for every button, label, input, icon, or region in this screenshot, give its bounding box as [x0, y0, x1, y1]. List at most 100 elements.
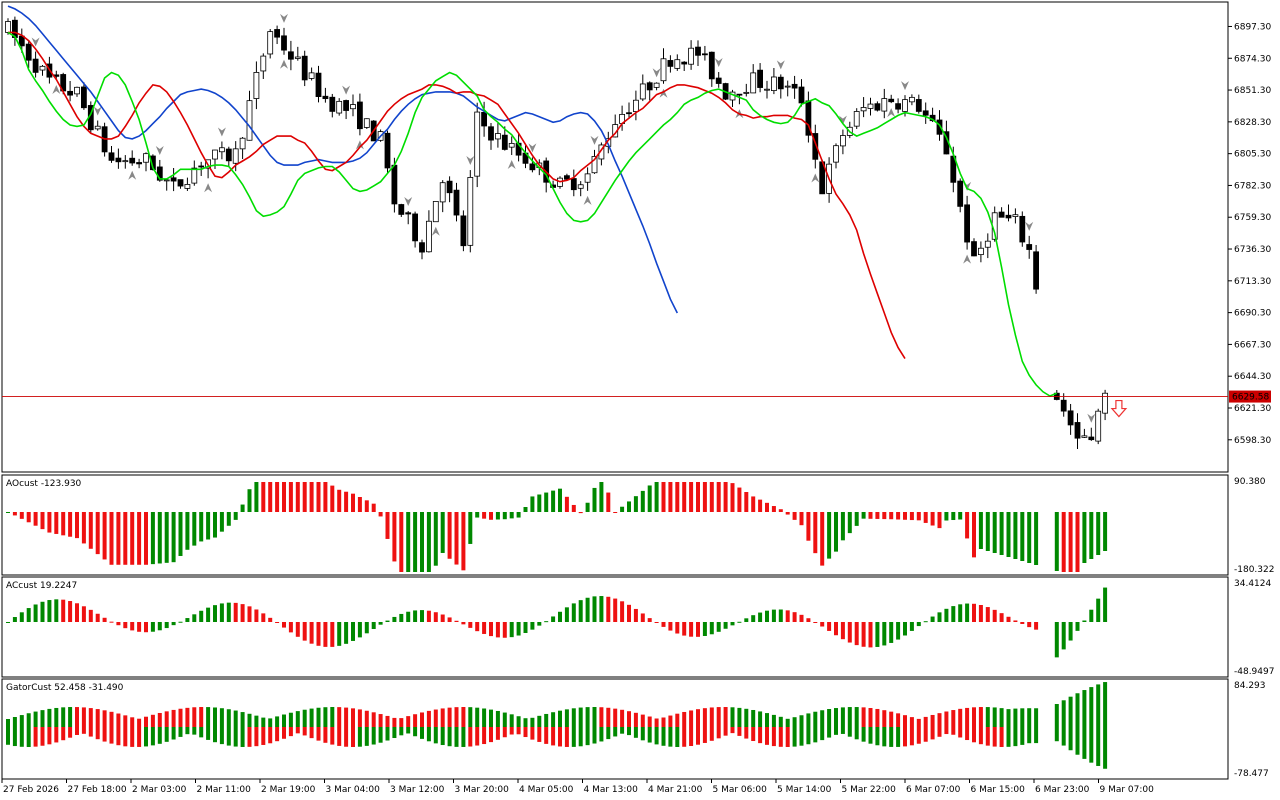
gator-upper-bar	[909, 717, 914, 727]
panel-frame-ao	[1, 474, 1229, 576]
ac-histogram-bar	[930, 616, 935, 622]
gator-lower-bar	[392, 727, 397, 739]
gator-upper-bar	[896, 713, 901, 727]
indicator-label: GatorCust 52.458 -31.490	[6, 683, 124, 693]
gator-lower-bar	[502, 727, 507, 738]
candle-body	[750, 72, 757, 94]
fractal-up-marker	[590, 135, 599, 145]
gator-upper-bar	[192, 707, 197, 727]
gator-indicator-panel[interactable]	[6, 682, 1108, 769]
gator-lower-bar	[675, 727, 680, 747]
gator-upper-bar	[1068, 696, 1073, 727]
candle-body	[1102, 392, 1108, 414]
ac-histogram-bar	[95, 613, 100, 622]
ac-histogram-bar	[889, 622, 894, 643]
ac-histogram-bar	[337, 622, 342, 646]
ac-histogram-bar	[723, 622, 728, 629]
candle-body	[122, 160, 129, 163]
gator-upper-bar	[171, 709, 176, 727]
gator-upper-bar	[544, 713, 549, 727]
gator-upper-bar	[785, 718, 790, 727]
gator-upper-bar	[861, 707, 866, 727]
y-tick-label: 6667.30	[1234, 340, 1271, 350]
ao-histogram-bar	[730, 483, 735, 512]
gator-lower-bar	[1075, 727, 1080, 755]
ac-histogram-bar	[840, 622, 845, 640]
gator-upper-bar	[489, 709, 493, 727]
ao-histogram-bar	[668, 482, 673, 512]
gator-lower-bar	[737, 727, 742, 736]
ac-histogram-bar	[516, 622, 521, 636]
candle-body	[343, 100, 350, 111]
gator-lower-bar	[226, 727, 231, 746]
candle-body	[867, 103, 874, 109]
ao-histogram-bar	[109, 512, 114, 565]
ao-histogram-bar	[137, 512, 142, 565]
candle-body	[350, 104, 356, 110]
gator-lower-bar	[958, 727, 963, 738]
gator-lower-bar	[206, 727, 211, 740]
candle-body	[267, 31, 274, 55]
ao-histogram-bar	[723, 482, 728, 512]
ac-histogram-bar	[737, 621, 742, 623]
ao-histogram-bar	[440, 512, 445, 553]
candle-body	[460, 215, 467, 247]
candle-body	[94, 125, 101, 130]
ac-histogram-bar	[944, 608, 949, 622]
ac-histogram-bar	[226, 602, 231, 622]
ac-histogram-bar	[157, 622, 162, 631]
candle-body	[5, 21, 11, 33]
gator-lower-bar	[930, 727, 935, 740]
candle-body	[674, 59, 681, 69]
gator-lower-bar	[951, 727, 956, 735]
gator-lower-bar	[12, 727, 17, 747]
ao-histogram-bar	[12, 512, 17, 516]
gator-lower-bar	[723, 727, 728, 736]
ac-histogram-bar	[799, 614, 804, 622]
gator-upper-bar	[709, 707, 714, 727]
ac-histogram-bar	[268, 617, 273, 622]
indicator-min-label: -48.9497	[1234, 667, 1274, 677]
ac-histogram-bar	[433, 612, 438, 622]
ac-histogram-bar	[551, 616, 556, 622]
candle-body	[529, 163, 536, 171]
ac-histogram-bar	[640, 613, 645, 622]
gator-upper-bar	[206, 707, 211, 727]
gator-lower-bar	[1006, 727, 1011, 747]
ac-histogram-bar	[875, 622, 880, 647]
ao-indicator-panel[interactable]	[6, 482, 1108, 572]
gator-upper-bar	[1034, 708, 1039, 727]
ac-histogram-bar	[792, 612, 797, 622]
ao-histogram-bar	[1096, 512, 1101, 555]
gator-lower-bar	[95, 727, 100, 740]
gator-lower-bar	[972, 727, 976, 743]
gator-upper-bar	[233, 710, 238, 727]
gator-upper-bar	[337, 707, 342, 727]
ac-histogram-bar	[585, 597, 590, 622]
candle-body	[184, 184, 191, 189]
ao-histogram-bar	[75, 512, 79, 539]
panel-frame-gator	[1, 678, 1229, 780]
gator-lower-bar	[847, 727, 852, 737]
candle-body	[833, 145, 839, 163]
candle-body	[508, 143, 515, 148]
gator-upper-bar	[178, 708, 183, 727]
candle-body	[584, 173, 591, 183]
ao-histogram-bar	[985, 512, 990, 551]
gator-lower-bar	[592, 727, 597, 744]
gator-lower-bar	[820, 727, 825, 741]
y-tick-label: 6713.30	[1234, 277, 1271, 287]
ac-indicator-panel[interactable]	[6, 587, 1108, 658]
main-price-panel[interactable]	[2, 5, 1228, 450]
gator-upper-bar	[75, 707, 79, 727]
ac-histogram-bar	[1054, 622, 1059, 658]
gator-upper-bar	[33, 711, 38, 727]
fractal-up-marker	[93, 106, 102, 116]
gator-upper-bar	[323, 707, 328, 727]
ac-histogram-bar	[1075, 622, 1080, 631]
gator-lower-bar	[1096, 727, 1101, 766]
gator-upper-bar	[923, 716, 928, 727]
ac-histogram-bar	[937, 612, 942, 622]
gator-lower-bar	[1034, 727, 1039, 744]
